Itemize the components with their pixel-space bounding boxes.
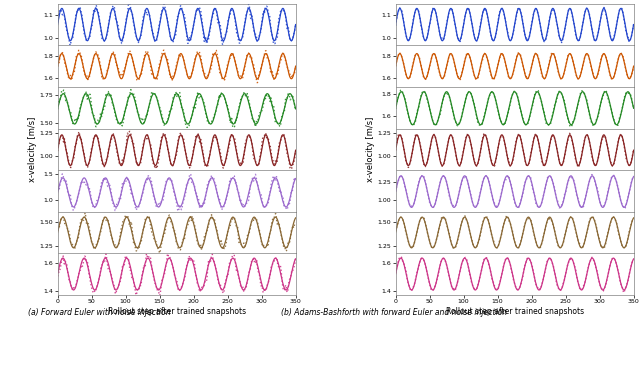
X-axis label: Rollout step after trained snapshots: Rollout step after trained snapshots [108,307,246,316]
Y-axis label: x-velocity [m/s]: x-velocity [m/s] [366,117,375,182]
Text: (b) Adams-Bashforth with forward Euler and noise injection: (b) Adams-Bashforth with forward Euler a… [280,308,507,317]
Text: (a) Forward Euler with noise injection: (a) Forward Euler with noise injection [28,308,170,317]
Y-axis label: x-velocity [m/s]: x-velocity [m/s] [28,117,37,182]
X-axis label: Rollout step after trained snapshots: Rollout step after trained snapshots [445,307,584,316]
